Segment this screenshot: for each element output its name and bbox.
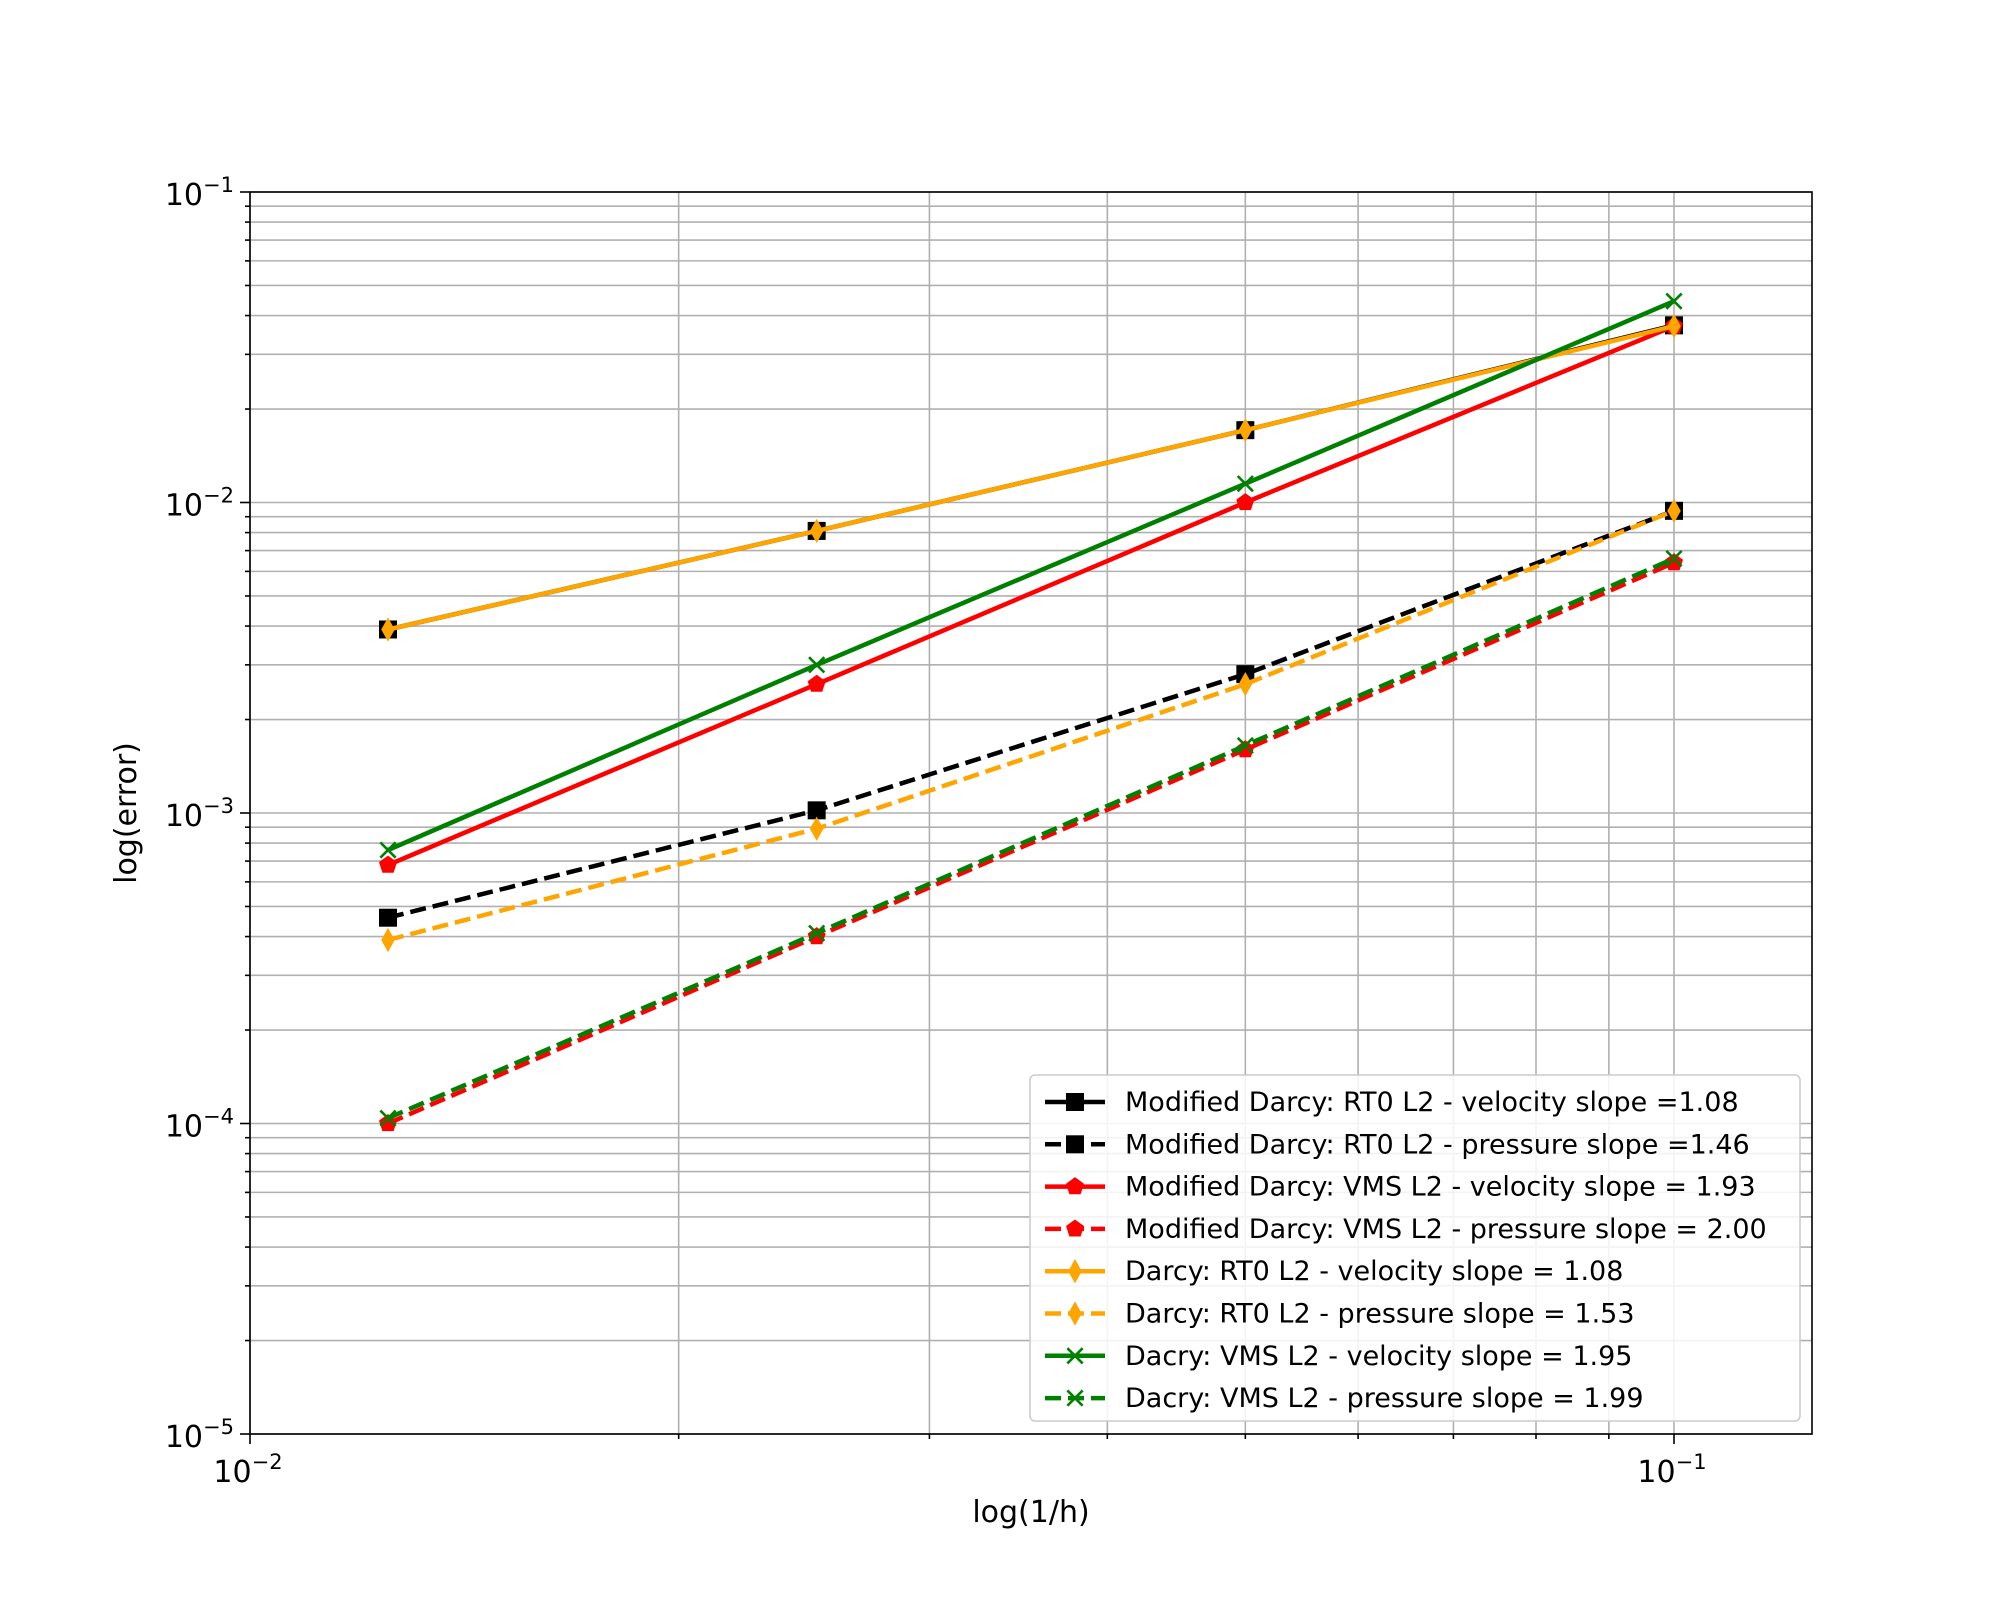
data-point xyxy=(1066,1135,1084,1154)
data-point xyxy=(378,908,397,927)
data-point xyxy=(1667,498,1681,523)
data-point xyxy=(379,841,397,859)
data-point xyxy=(809,816,824,841)
x-tick-label: 10−1 xyxy=(1637,1450,1706,1490)
data-point xyxy=(807,674,826,692)
plot-lines xyxy=(378,292,1684,1132)
series-line xyxy=(387,323,1675,632)
data-point xyxy=(1238,672,1253,697)
series-line xyxy=(387,508,1675,920)
series-line xyxy=(387,508,1675,943)
data-point xyxy=(1238,418,1253,443)
series-line xyxy=(387,556,1675,1121)
series xyxy=(379,553,1683,1132)
y-tick-label: 10−3 xyxy=(165,794,234,834)
legend-label: Modified Darcy: RT0 L2 - velocity slope … xyxy=(1125,1087,1739,1118)
data-point xyxy=(1236,740,1255,758)
y-tick-label: 10−1 xyxy=(165,173,234,213)
data-point xyxy=(807,801,826,820)
series-line xyxy=(387,560,1675,1126)
y-axis-label: log(error) xyxy=(109,742,144,884)
legend-box xyxy=(1029,1074,1801,1422)
legend-label: Modified Darcy: VMS L2 - velocity slope … xyxy=(1125,1172,1756,1203)
legend-label: Modified Darcy: RT0 L2 - pressure slope … xyxy=(1125,1129,1750,1160)
data-point xyxy=(1236,475,1254,493)
series xyxy=(381,498,1681,953)
data-point xyxy=(808,656,826,674)
legend: Modified Darcy: RT0 L2 - velocity slope … xyxy=(1029,1074,1801,1422)
legend-label: Dacry: VMS L2 - velocity slope = 1.95 xyxy=(1125,1341,1632,1372)
data-point xyxy=(379,855,397,873)
data-point xyxy=(381,617,395,642)
data-point xyxy=(1665,549,1683,568)
data-point xyxy=(808,924,826,942)
data-point xyxy=(1068,1301,1082,1326)
data-point xyxy=(1665,292,1683,310)
legend-label: Darcy: RT0 L2 - velocity slope = 1.08 xyxy=(1125,1256,1623,1287)
data-point xyxy=(1066,1177,1084,1195)
data-point xyxy=(379,1109,397,1127)
legend-label: Dacry: VMS L2 - pressure slope = 1.99 xyxy=(1125,1383,1644,1414)
y-tick-label: 10−4 xyxy=(165,1105,234,1145)
data-point xyxy=(1068,1259,1082,1284)
data-point xyxy=(1667,313,1681,339)
data-point xyxy=(1066,1219,1084,1237)
data-point xyxy=(1236,736,1254,755)
y-tick-label: 10−5 xyxy=(165,1415,234,1455)
legend-label: Darcy: RT0 L2 - pressure slope = 1.53 xyxy=(1125,1299,1635,1330)
x-tick-label: 10−2 xyxy=(213,1450,282,1490)
data-point xyxy=(1066,1389,1084,1407)
axis-ticks: 10−2 10−1 10−5 10−4 10−3 10−2 10−1 xyxy=(165,173,1707,1490)
data-point xyxy=(1236,493,1255,511)
data-point xyxy=(381,927,395,953)
series xyxy=(379,292,1683,859)
data-point xyxy=(1665,553,1683,571)
x-axis-label: log(1/h) xyxy=(972,1495,1089,1530)
data-point xyxy=(1066,1093,1084,1111)
legend-label: Modified Darcy: VMS L2 - pressure slope … xyxy=(1125,1214,1767,1245)
series-line xyxy=(387,299,1675,853)
series xyxy=(381,313,1681,642)
series xyxy=(379,549,1683,1127)
y-tick-label: 10−2 xyxy=(165,484,234,524)
series-line xyxy=(387,324,1675,868)
data-point xyxy=(1066,1347,1084,1365)
data-point xyxy=(809,518,824,544)
